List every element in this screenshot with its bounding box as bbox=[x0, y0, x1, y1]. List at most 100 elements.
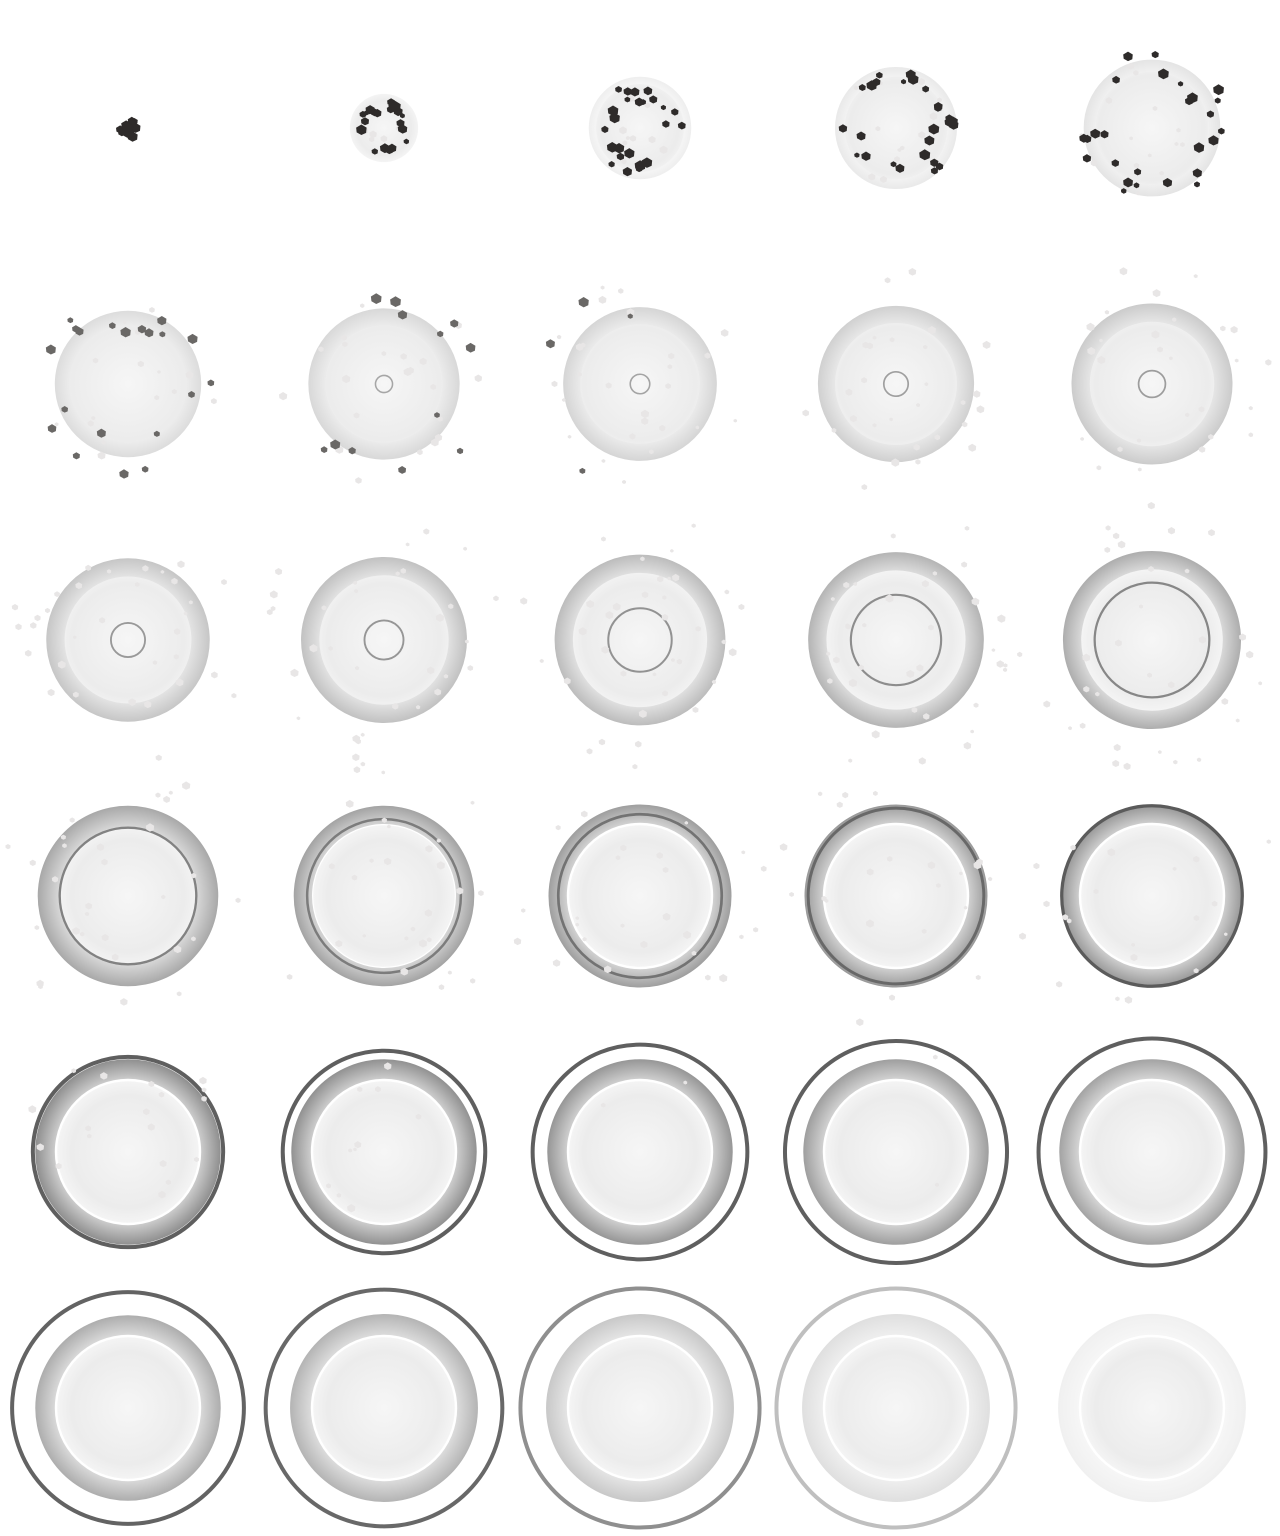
dark-debris bbox=[188, 391, 195, 398]
dark-debris bbox=[1208, 135, 1219, 146]
light-debris bbox=[648, 135, 656, 144]
light-debris bbox=[1137, 467, 1142, 472]
light-debris bbox=[438, 984, 445, 990]
light-debris bbox=[728, 648, 737, 657]
light-debris bbox=[1135, 191, 1141, 196]
light-debris bbox=[1157, 750, 1162, 754]
light-debris bbox=[625, 135, 630, 141]
dark-debris bbox=[450, 319, 459, 328]
light-debris bbox=[1043, 700, 1051, 708]
light-debris bbox=[101, 440, 106, 445]
light-debris bbox=[1173, 759, 1178, 765]
light-debris bbox=[1114, 639, 1122, 647]
dark-debris bbox=[47, 424, 57, 433]
light-debris bbox=[1151, 330, 1160, 339]
light-debris bbox=[879, 175, 888, 183]
light-debris bbox=[721, 639, 727, 645]
light-debris bbox=[917, 77, 926, 86]
dark-debris bbox=[373, 108, 382, 118]
light-debris bbox=[171, 388, 177, 395]
explosion-frame-29 bbox=[774, 1286, 1018, 1530]
light-debris bbox=[1086, 322, 1095, 332]
dark-debris bbox=[635, 165, 643, 173]
light-debris bbox=[128, 698, 136, 706]
light-debris bbox=[1124, 996, 1133, 1004]
light-debris bbox=[155, 792, 161, 798]
inner-line-ring bbox=[849, 593, 943, 687]
dark-debris bbox=[137, 324, 147, 334]
light-debris bbox=[142, 1108, 150, 1116]
light-debris bbox=[738, 603, 745, 611]
dark-debris bbox=[153, 430, 160, 437]
light-debris bbox=[415, 1113, 422, 1120]
light-debris bbox=[733, 418, 738, 423]
dark-debris bbox=[61, 406, 68, 413]
light-debris bbox=[600, 536, 606, 542]
light-debris bbox=[963, 741, 972, 750]
light-debris bbox=[659, 145, 668, 154]
light-debris bbox=[897, 148, 902, 153]
explosion-frame-17 bbox=[286, 766, 484, 990]
light-debris bbox=[1174, 141, 1179, 146]
dark-debris bbox=[1123, 51, 1133, 62]
light-debris bbox=[667, 364, 673, 370]
light-debris bbox=[1068, 726, 1072, 731]
light-debris bbox=[856, 1018, 864, 1026]
dark-debris bbox=[72, 325, 80, 333]
explosion-frame-28 bbox=[518, 1286, 762, 1530]
halo-disc bbox=[569, 313, 711, 455]
light-debris bbox=[629, 433, 636, 440]
light-debris bbox=[354, 588, 359, 594]
inner-line-ring bbox=[58, 826, 198, 966]
light-debris bbox=[875, 126, 881, 132]
explosion-frame-30 bbox=[1058, 1313, 1246, 1503]
light-debris bbox=[36, 1143, 45, 1151]
dark-debris bbox=[623, 87, 632, 96]
dark-debris bbox=[389, 100, 401, 112]
light-debris bbox=[555, 824, 561, 831]
light-debris bbox=[641, 417, 649, 425]
halo-disc bbox=[1081, 569, 1223, 711]
light-debris bbox=[347, 1204, 356, 1213]
light-debris bbox=[684, 820, 689, 825]
dark-debris bbox=[630, 87, 640, 97]
dark-debris bbox=[207, 379, 215, 387]
shockwave-ring bbox=[280, 1048, 488, 1256]
inner-line-ring bbox=[882, 370, 910, 398]
light-debris bbox=[598, 295, 607, 304]
dark-debris bbox=[930, 167, 939, 175]
frames-layer bbox=[5, 50, 1272, 1530]
light-debris bbox=[513, 937, 522, 946]
light-debris bbox=[362, 933, 367, 938]
light-debris bbox=[1003, 663, 1008, 668]
light-debris bbox=[670, 658, 675, 663]
explosion-frame-18 bbox=[513, 763, 767, 988]
light-debris bbox=[539, 658, 544, 664]
light-debris bbox=[91, 415, 96, 421]
inner-line-ring bbox=[806, 806, 986, 986]
light-debris bbox=[1043, 900, 1050, 908]
light-debris bbox=[779, 843, 788, 851]
light-debris bbox=[1220, 325, 1226, 332]
light-debris bbox=[137, 360, 145, 368]
light-debris bbox=[567, 434, 572, 439]
inner-line-ring bbox=[1137, 369, 1167, 399]
light-debris bbox=[210, 398, 217, 405]
light-debris bbox=[741, 850, 746, 855]
light-debris bbox=[695, 625, 701, 632]
light-debris bbox=[345, 799, 354, 808]
light-debris bbox=[60, 834, 66, 840]
light-debris bbox=[1093, 888, 1099, 895]
light-debris bbox=[321, 605, 327, 611]
light-debris bbox=[830, 596, 835, 602]
dark-debris bbox=[854, 152, 860, 158]
light-debris bbox=[1221, 697, 1229, 705]
dark-debris bbox=[1206, 110, 1215, 118]
light-debris bbox=[600, 1102, 606, 1108]
light-debris bbox=[177, 560, 185, 569]
light-debris bbox=[888, 994, 896, 1001]
light-debris bbox=[848, 758, 853, 763]
light-debris bbox=[1265, 359, 1272, 366]
dark-debris bbox=[919, 149, 931, 161]
explosion-frame-4 bbox=[834, 66, 959, 190]
